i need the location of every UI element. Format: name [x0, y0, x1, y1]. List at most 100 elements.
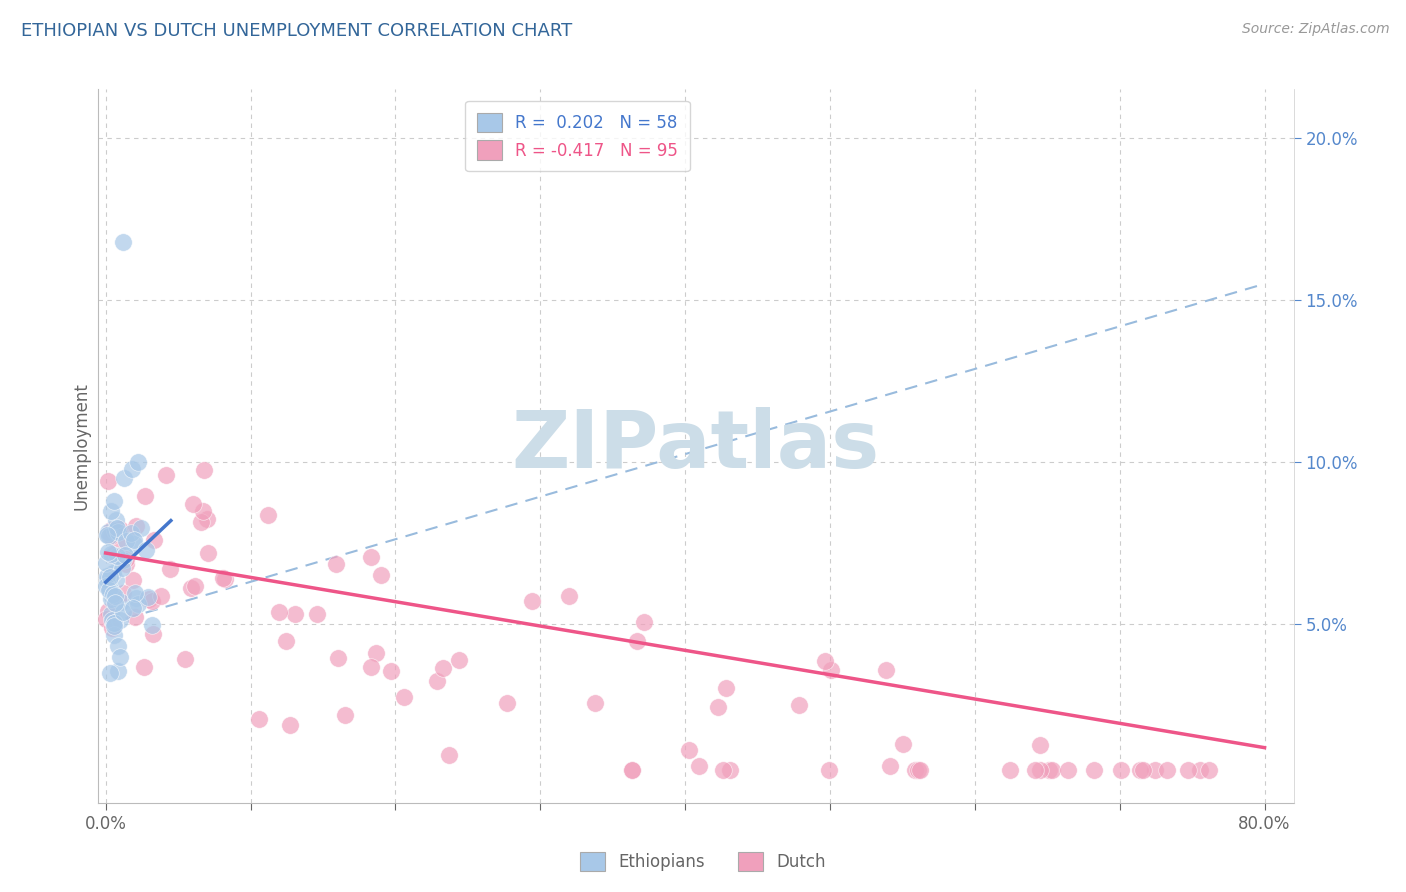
- Point: [124, 533, 146, 547]
- Point: [1188, 764, 1211, 778]
- Point: [197, 546, 219, 560]
- Point: [124, 610, 146, 624]
- Point: [1198, 764, 1220, 778]
- Point: [520, 594, 543, 608]
- Point: [267, 605, 290, 619]
- Point: [142, 627, 165, 641]
- Point: [107, 524, 129, 539]
- Point: [447, 652, 470, 666]
- Point: [1083, 764, 1105, 778]
- Point: [1000, 764, 1022, 778]
- Point: [108, 522, 131, 536]
- Point: [134, 660, 156, 674]
- Point: [174, 652, 197, 666]
- Point: [100, 529, 122, 543]
- Point: [879, 758, 901, 772]
- Point: [107, 639, 129, 653]
- Point: [1028, 764, 1050, 778]
- Point: [180, 582, 202, 596]
- Point: [325, 557, 347, 571]
- Point: [907, 764, 929, 778]
- Legend: R =  0.202   N = 58, R = -0.417   N = 95: R = 0.202 N = 58, R = -0.417 N = 95: [465, 101, 690, 171]
- Point: [112, 586, 135, 600]
- Point: [127, 455, 149, 469]
- Point: [105, 573, 128, 587]
- Point: [97, 529, 120, 543]
- Point: [621, 764, 644, 778]
- Point: [678, 742, 700, 756]
- Point: [105, 512, 128, 526]
- Point: [114, 548, 136, 562]
- Point: [335, 708, 357, 723]
- Point: [135, 542, 157, 557]
- Point: [101, 566, 124, 581]
- Point: [688, 758, 710, 772]
- Point: [276, 633, 298, 648]
- Point: [305, 607, 328, 621]
- Point: [103, 615, 125, 630]
- Point: [360, 549, 382, 564]
- Point: [96, 528, 118, 542]
- Point: [103, 618, 125, 632]
- Point: [626, 634, 648, 648]
- Point: [1144, 764, 1167, 778]
- Point: [104, 589, 127, 603]
- Point: [247, 712, 270, 726]
- Point: [633, 615, 655, 629]
- Point: [141, 594, 163, 608]
- Point: [155, 467, 177, 482]
- Text: ETHIOPIAN VS DUTCH UNEMPLOYMENT CORRELATION CHART: ETHIOPIAN VS DUTCH UNEMPLOYMENT CORRELAT…: [21, 22, 572, 40]
- Point: [121, 461, 143, 475]
- Point: [1056, 764, 1078, 778]
- Point: [190, 515, 212, 529]
- Point: [129, 521, 152, 535]
- Point: [134, 489, 156, 503]
- Point: [100, 621, 122, 635]
- Point: [125, 519, 148, 533]
- Text: Source: ZipAtlas.com: Source: ZipAtlas.com: [1241, 22, 1389, 37]
- Point: [103, 628, 125, 642]
- Point: [122, 574, 145, 588]
- Point: [98, 582, 121, 596]
- Point: [191, 504, 214, 518]
- Point: [787, 698, 810, 713]
- Point: [104, 524, 127, 538]
- Point: [558, 589, 581, 603]
- Point: [122, 537, 145, 551]
- Point: [392, 690, 415, 705]
- Point: [143, 533, 166, 548]
- Point: [1156, 764, 1178, 778]
- Point: [711, 764, 734, 778]
- Point: [820, 663, 842, 677]
- Point: [100, 523, 122, 537]
- Point: [214, 572, 236, 586]
- Point: [1177, 764, 1199, 778]
- Point: [891, 737, 914, 751]
- Y-axis label: Unemployment: Unemployment: [72, 382, 90, 510]
- Point: [326, 651, 349, 665]
- Point: [1040, 764, 1063, 778]
- Point: [96, 604, 118, 618]
- Point: [98, 582, 121, 597]
- Point: [257, 508, 280, 523]
- Point: [426, 673, 449, 688]
- Point: [105, 549, 128, 563]
- Point: [110, 595, 132, 609]
- Point: [149, 589, 172, 603]
- Point: [193, 463, 215, 477]
- Point: [875, 663, 897, 677]
- Point: [100, 607, 122, 621]
- Point: [1029, 738, 1052, 752]
- Point: [100, 547, 122, 561]
- Point: [96, 569, 118, 583]
- Point: [583, 696, 606, 710]
- Point: [120, 526, 142, 541]
- Point: [814, 654, 837, 668]
- Point: [97, 525, 120, 540]
- Point: [100, 592, 122, 607]
- Point: [122, 601, 145, 615]
- Point: [111, 605, 134, 619]
- Point: [100, 504, 122, 518]
- Point: [111, 553, 134, 567]
- Point: [103, 494, 125, 508]
